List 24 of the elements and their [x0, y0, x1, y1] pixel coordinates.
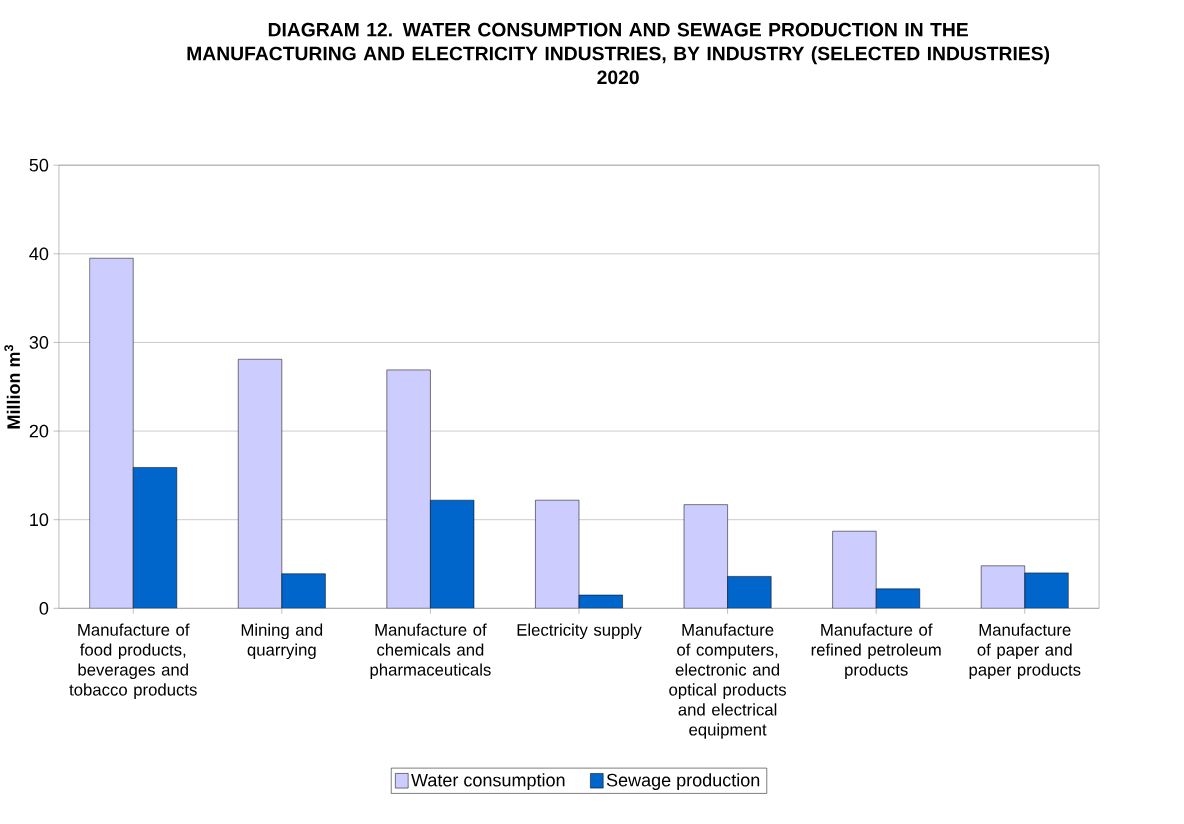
- y-tick-label: 40: [29, 247, 49, 261]
- x-tick-label: Manufacture of food products, beverages and tobacco products: [69, 623, 197, 699]
- x-tick-label: Manufacture of chemicals and pharmaceuticals: [370, 623, 491, 679]
- y-tick-label: 0: [39, 601, 49, 615]
- chart-subtitle: 2020: [597, 70, 639, 85]
- bar: [430, 499, 475, 609]
- bar: [1024, 572, 1069, 609]
- chart-title: DIAGRAM 12. WATER CONSUMPTION AND SEWAGE PRODUCTION IN THE MANUFACTURING AND ELECTRICITY INDUSTRIES, BY INDUSTRY (SELECTED INDUSTRIES): [187, 22, 1050, 65]
- text: Million m$^{3}$: [4, 344, 21, 429]
- x-tick-label: Manufacture of computers, electronic and optical products and electrical equipment: [669, 623, 787, 739]
- y-tick-label: 50: [29, 158, 49, 172]
- x-tick-label: Manufacture of refined petroleum products: [811, 623, 941, 679]
- y-tick-label: 10: [30, 513, 49, 527]
- y-tick-label: 30: [29, 336, 49, 349]
- legend-label: Sewage production: [606, 773, 760, 791]
- bar: [132, 467, 178, 609]
- bar: [875, 588, 921, 609]
- x-tick-label: Mining and quarrying: [241, 623, 323, 660]
- bar: [281, 573, 326, 609]
- x-tick-label: Manufacture of paper and paper products: [969, 623, 1081, 679]
- legend-label: Water consumption: [411, 773, 565, 791]
- y-tick-label: 20: [29, 424, 49, 438]
- bar: [727, 576, 772, 609]
- x-tick-label: Electricity supply: [517, 623, 642, 640]
